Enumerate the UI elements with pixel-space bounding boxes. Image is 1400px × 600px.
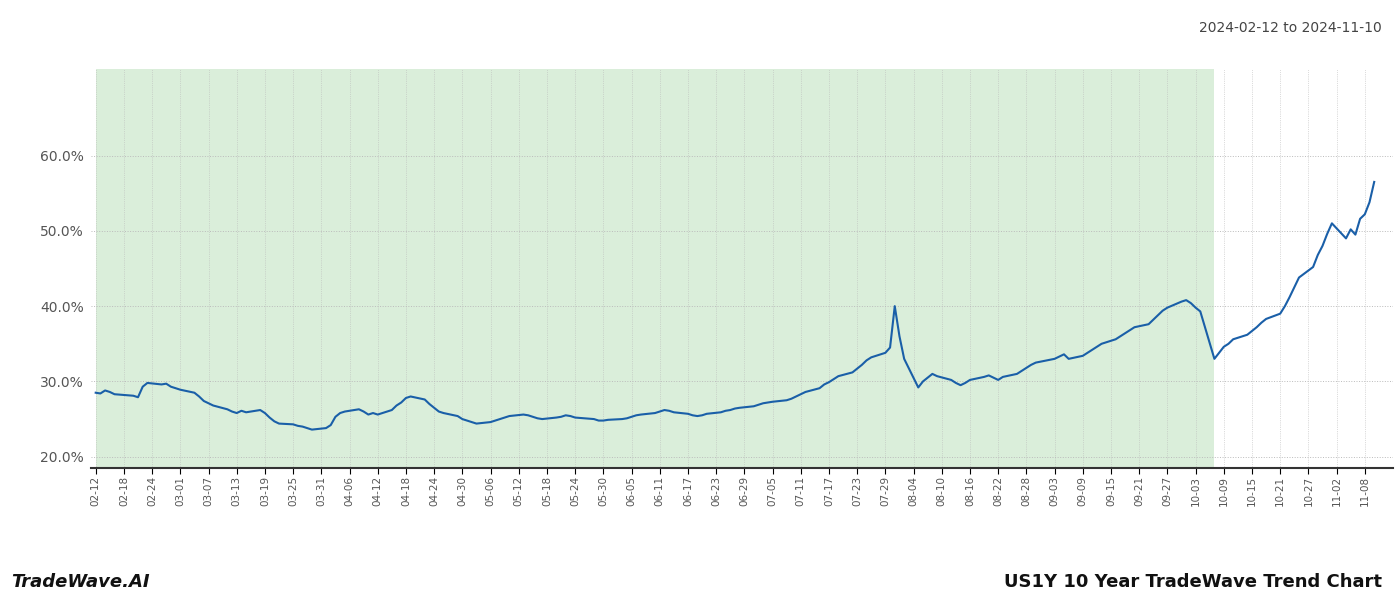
Text: TradeWave.AI: TradeWave.AI	[11, 573, 150, 591]
Text: US1Y 10 Year TradeWave Trend Chart: US1Y 10 Year TradeWave Trend Chart	[1004, 573, 1382, 591]
Bar	[95, 69, 1214, 468]
Text: 2024-02-12 to 2024-11-10: 2024-02-12 to 2024-11-10	[1198, 21, 1382, 35]
